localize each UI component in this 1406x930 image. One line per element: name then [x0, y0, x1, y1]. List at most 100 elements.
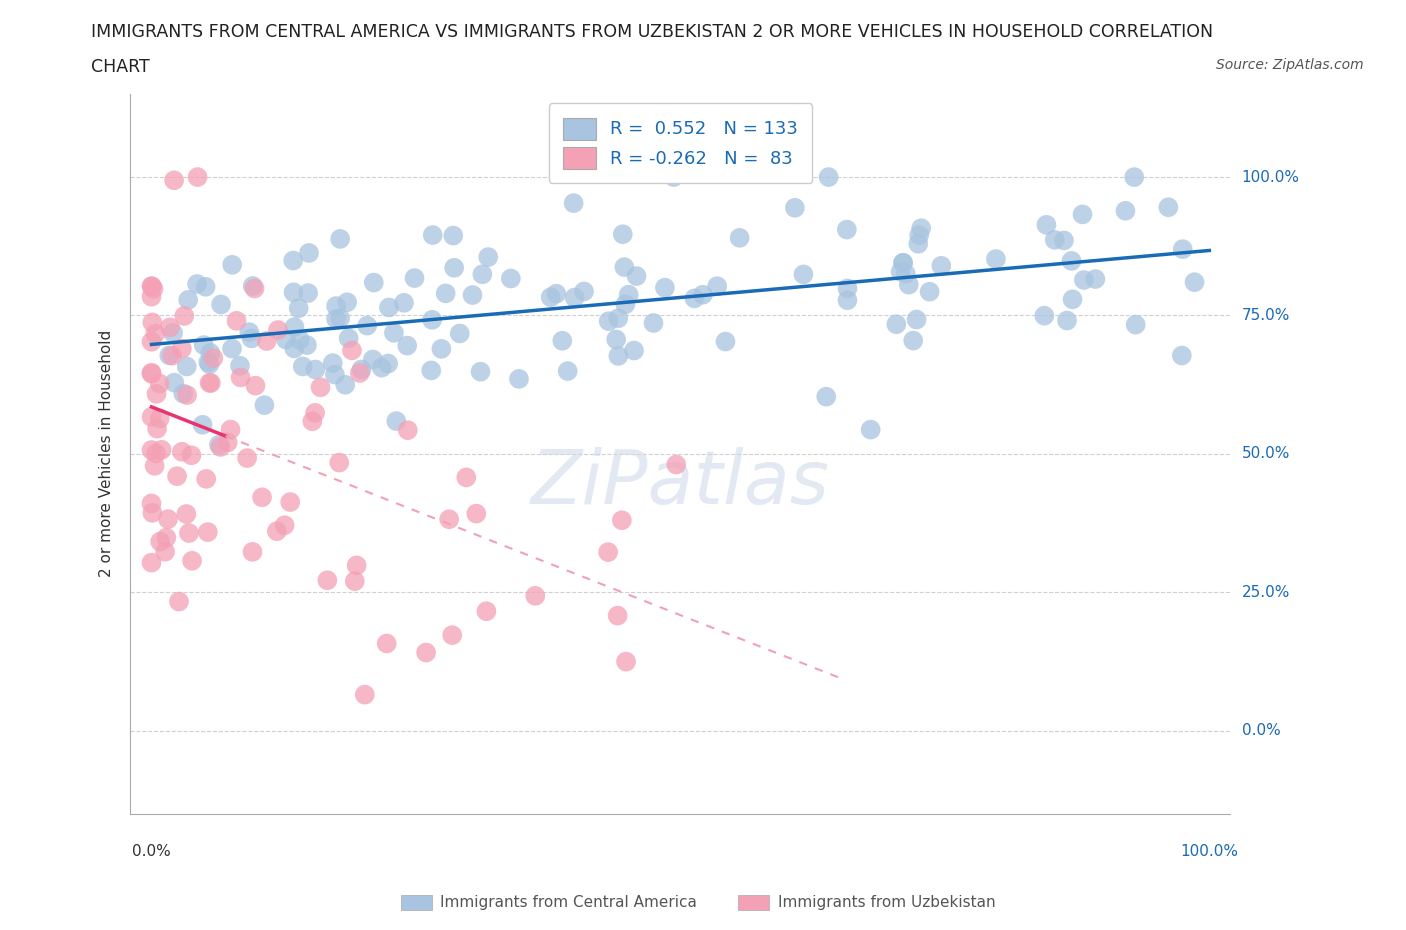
- Point: [163, 173, 186, 188]
- Point: [598, 313, 620, 328]
- Point: [141, 496, 163, 511]
- Point: [146, 421, 169, 436]
- Point: [291, 359, 314, 374]
- Point: [613, 259, 636, 274]
- Point: [316, 573, 339, 588]
- Point: [340, 343, 363, 358]
- Point: [141, 279, 163, 294]
- Point: [905, 312, 928, 327]
- Legend: R =  0.552   N = 133, R = -0.262   N =  83: R = 0.552 N = 133, R = -0.262 N = 83: [548, 103, 813, 183]
- Point: [236, 451, 259, 466]
- Point: [477, 249, 499, 264]
- Point: [156, 512, 179, 526]
- Point: [508, 371, 530, 386]
- Point: [221, 341, 243, 356]
- Point: [240, 331, 263, 346]
- Point: [336, 295, 359, 310]
- Point: [325, 312, 347, 326]
- Point: [931, 259, 953, 273]
- Point: [837, 281, 859, 296]
- Point: [1033, 308, 1056, 323]
- Point: [141, 443, 163, 458]
- Point: [607, 311, 630, 325]
- Point: [181, 553, 204, 568]
- Point: [238, 325, 260, 339]
- Point: [607, 349, 630, 364]
- Point: [815, 390, 838, 405]
- Point: [187, 169, 209, 184]
- Text: 0.0%: 0.0%: [1241, 724, 1281, 738]
- Point: [907, 236, 929, 251]
- Point: [835, 222, 858, 237]
- Point: [1035, 218, 1057, 232]
- Point: [202, 351, 225, 365]
- Point: [323, 367, 346, 382]
- Point: [350, 362, 373, 377]
- Point: [173, 309, 195, 324]
- Point: [1125, 317, 1147, 332]
- Point: [662, 169, 685, 184]
- Point: [612, 227, 634, 242]
- Point: [180, 448, 202, 463]
- Text: 100.0%: 100.0%: [1241, 169, 1299, 184]
- Point: [441, 228, 464, 243]
- Point: [278, 495, 301, 510]
- Point: [155, 530, 177, 545]
- Point: [499, 271, 522, 286]
- Text: Immigrants from Uzbekistan: Immigrants from Uzbekistan: [778, 895, 995, 910]
- Point: [404, 271, 426, 286]
- Point: [217, 435, 239, 450]
- Point: [198, 357, 221, 372]
- Point: [377, 356, 399, 371]
- Point: [1157, 200, 1180, 215]
- Point: [163, 375, 186, 390]
- Point: [714, 334, 737, 349]
- Point: [654, 280, 676, 295]
- Text: IMMIGRANTS FROM CENTRAL AMERICA VS IMMIGRANTS FROM UZBEKISTAN 2 OR MORE VEHICLES: IMMIGRANTS FROM CENTRAL AMERICA VS IMMIG…: [91, 23, 1213, 41]
- Point: [378, 300, 401, 315]
- Point: [643, 315, 665, 330]
- Point: [297, 286, 319, 300]
- Point: [150, 443, 173, 458]
- Point: [356, 318, 378, 333]
- Point: [441, 628, 464, 643]
- Point: [470, 365, 492, 379]
- Point: [422, 228, 444, 243]
- Point: [172, 386, 194, 401]
- Point: [461, 287, 484, 302]
- Point: [325, 299, 347, 313]
- Point: [1171, 242, 1194, 257]
- Point: [267, 323, 290, 338]
- Point: [329, 232, 352, 246]
- Point: [692, 287, 714, 302]
- Point: [456, 470, 478, 485]
- Point: [304, 405, 326, 420]
- Point: [176, 388, 198, 403]
- Point: [623, 343, 645, 358]
- Point: [370, 360, 392, 375]
- Point: [170, 341, 193, 356]
- Point: [434, 286, 457, 300]
- Point: [141, 505, 163, 520]
- Point: [349, 365, 371, 380]
- Point: [176, 507, 198, 522]
- Point: [145, 446, 167, 461]
- Point: [186, 276, 208, 291]
- Point: [859, 422, 882, 437]
- Point: [471, 267, 494, 282]
- Point: [149, 411, 172, 426]
- Text: ZiPatlas: ZiPatlas: [531, 446, 830, 519]
- Point: [197, 354, 219, 369]
- Point: [475, 604, 498, 618]
- Point: [891, 256, 914, 271]
- Point: [572, 284, 595, 299]
- Point: [1053, 233, 1076, 248]
- Point: [903, 333, 925, 348]
- Point: [562, 195, 585, 210]
- Point: [159, 320, 181, 335]
- Point: [145, 387, 167, 402]
- Point: [546, 286, 568, 301]
- Point: [1073, 272, 1095, 287]
- Point: [298, 246, 321, 260]
- Point: [266, 524, 288, 538]
